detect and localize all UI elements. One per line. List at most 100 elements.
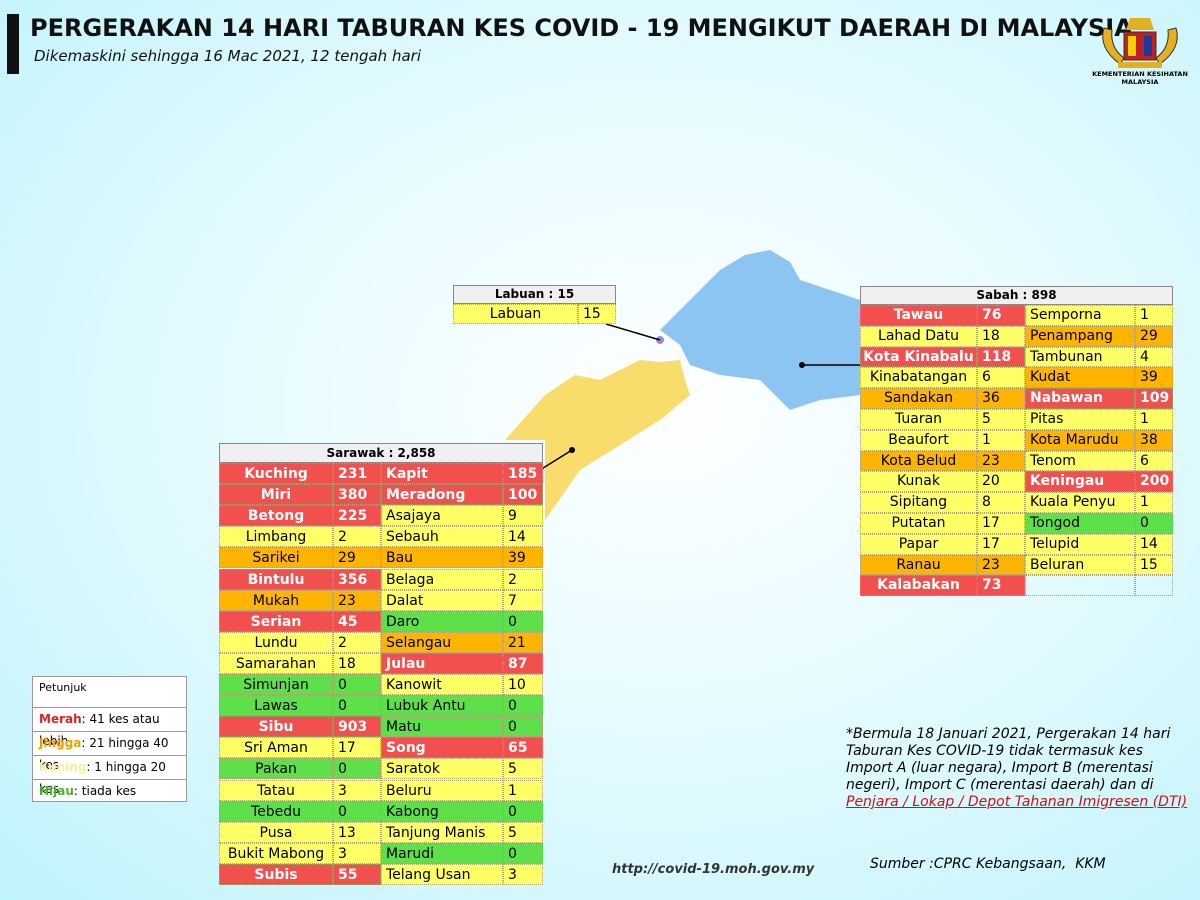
case-count: 73 (977, 575, 1025, 597)
case-count: 17 (333, 737, 381, 759)
district-name: Labuan (453, 304, 578, 324)
case-count: 100 (503, 484, 543, 506)
district-name: Miri (219, 484, 333, 506)
legend: Petunjuk Merah: 41 kes atau lebih Jingga:… (32, 676, 187, 802)
case-count: 23 (977, 450, 1025, 472)
case-count: 0 (1135, 513, 1173, 534)
district-name: Pusa (219, 821, 333, 843)
district-name: Sri Aman (219, 737, 333, 759)
case-count: 10 (503, 674, 543, 696)
case-count: 356 (333, 568, 381, 590)
district-name: Lundu (219, 631, 333, 653)
sarawak-shape (505, 360, 690, 520)
case-count: 6 (1135, 450, 1173, 472)
district-name: Julau (381, 652, 503, 674)
district-name: Beluran (1025, 554, 1135, 576)
legend-item: Kuning: 1 hingga 20 kes (33, 755, 186, 796)
district-name: Daro (381, 610, 503, 632)
case-count: 87 (503, 652, 543, 674)
case-count: 9 (503, 505, 543, 527)
district-name: Sipitang (860, 492, 977, 513)
legend-text: : 1 hingga 20 kes (39, 760, 166, 796)
district-name: Kinabatangan (860, 367, 977, 389)
district-name: Pakan (219, 758, 333, 780)
case-count: 1 (1135, 492, 1173, 513)
district-name: Samarahan (219, 652, 333, 674)
case-count: 17 (977, 533, 1025, 555)
district-name: Bukit Mabong (219, 842, 333, 864)
case-count: 55 (333, 863, 381, 885)
case-count: 1 (977, 429, 1025, 451)
case-count: 1 (503, 779, 543, 801)
case-count: 38 (1135, 429, 1173, 451)
district-name: Meradong (381, 484, 503, 506)
district-name: Kota Marudu (1025, 429, 1135, 451)
connector-dot (569, 447, 575, 453)
district-name: Serian (219, 610, 333, 632)
logo-text: KEMENTERIAN KESIHATAN MALAYSIA (1092, 70, 1188, 86)
case-count: 5 (977, 409, 1025, 430)
case-count: 29 (1135, 325, 1173, 347)
case-count: 0 (503, 842, 543, 864)
case-count: 0 (333, 758, 381, 780)
note-highlight: Penjara / Lokap / Depot Tahanan Imigrese… (846, 794, 1188, 810)
case-count: 15 (578, 304, 616, 324)
district-name: Ranau (860, 554, 977, 576)
case-count: 200 (1135, 471, 1173, 493)
case-count: 3 (333, 842, 381, 864)
district-name: Putatan (860, 513, 977, 534)
district-name: Marudi (381, 842, 503, 864)
legend-text: : tiada kes (73, 784, 137, 798)
district-name: Telang Usan (381, 863, 503, 885)
district-name: Kota Belud (860, 450, 977, 472)
connector-dot (799, 362, 805, 368)
district-name: Limbang (219, 526, 333, 548)
district-name: Selangau (381, 631, 503, 653)
case-count: 39 (1135, 367, 1173, 389)
case-count: 3 (503, 863, 543, 885)
district-name: Papar (860, 533, 977, 555)
district-name: Subis (219, 863, 333, 885)
legend-item: Merah: 41 kes atau lebih (33, 707, 186, 748)
district-name: Song (381, 737, 503, 759)
district-name: Semporna (1025, 305, 1135, 326)
case-count: 23 (977, 554, 1025, 576)
case-count: 45 (333, 610, 381, 632)
case-count: 15 (1135, 554, 1173, 576)
district-name: Kuala Penyu (1025, 492, 1135, 513)
district-name: Tebedu (219, 800, 333, 822)
district-name: Saratok (381, 758, 503, 780)
case-count: 0 (503, 695, 543, 717)
note-text: *Bermula 18 Januari 2021, Pergerakan 14 … (846, 726, 1171, 793)
district-name: Tuaran (860, 409, 977, 430)
legend-text: : 21 hingga 40 kes (39, 736, 169, 772)
case-count: 380 (333, 484, 381, 506)
case-count: 20 (977, 471, 1025, 493)
case-count: 6 (977, 367, 1025, 389)
case-count: 13 (333, 821, 381, 843)
case-count: 5 (503, 758, 543, 780)
district-name: Kalabakan (860, 575, 977, 597)
case-count: 5 (503, 821, 543, 843)
case-count: 39 (503, 547, 543, 569)
district-name: Kuching (219, 463, 333, 485)
case-count: 18 (333, 652, 381, 674)
case-count: 7 (503, 589, 543, 611)
district-name: Kunak (860, 471, 977, 493)
legend-text: : 41 kes atau lebih (39, 712, 160, 748)
case-count: 17 (977, 513, 1025, 534)
district-name: Lahad Datu (860, 325, 977, 347)
case-count: 903 (333, 716, 381, 738)
legend-item: Jingga: 21 hingga 40 kes (33, 731, 186, 772)
case-count: 65 (503, 737, 543, 759)
case-count: 2 (503, 568, 543, 590)
case-count: 109 (1135, 388, 1173, 409)
district-name: Kanowit (381, 674, 503, 696)
source: Sumber :CPRC Kebangsaan, KKM (870, 856, 1106, 872)
district-name: Nabawan (1025, 388, 1135, 409)
logo (1102, 18, 1178, 68)
district-name: Kapit (381, 463, 503, 485)
case-count: 0 (503, 800, 543, 822)
connector (539, 449, 573, 471)
